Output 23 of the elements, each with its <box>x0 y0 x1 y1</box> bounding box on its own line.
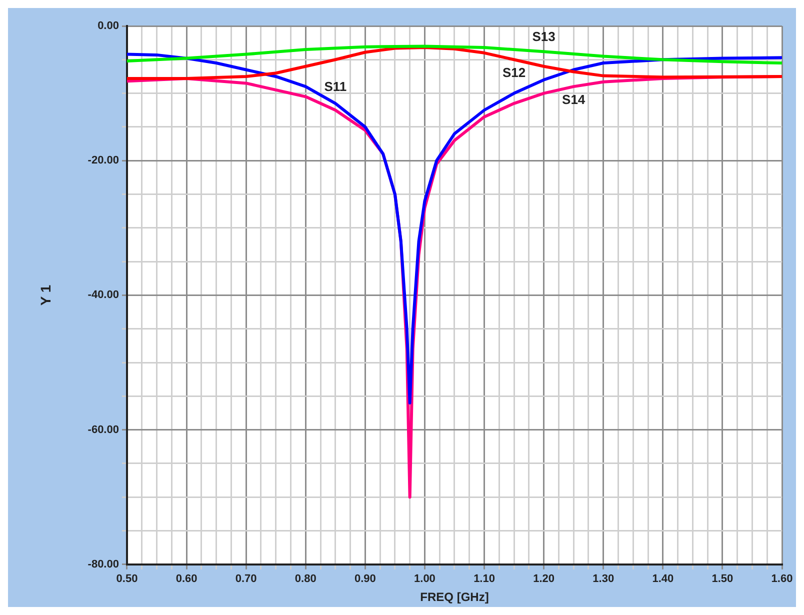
y-tick-label: -60.00 <box>88 424 119 436</box>
y-tick-label: -80.00 <box>88 558 119 570</box>
y-tick-label: -40.00 <box>88 289 119 302</box>
series-label: S14 <box>562 92 586 108</box>
y-tick-label: -20.00 <box>88 154 119 167</box>
x-tick-label: 0.50 <box>116 573 138 586</box>
x-tick-label: 1.40 <box>652 573 674 586</box>
series-label: S12 <box>502 65 526 80</box>
x-tick-label: 0.80 <box>294 573 316 586</box>
x-tick-label: 0.70 <box>235 573 257 586</box>
x-tick-label: 0.90 <box>354 573 376 586</box>
x-tick-label: 1.60 <box>771 573 793 586</box>
x-tick-label: 1.30 <box>592 573 614 586</box>
x-axis-title: FREQ [GHz] <box>420 590 489 604</box>
x-tick-label: 1.50 <box>712 573 734 586</box>
y-tick-label: 0.00 <box>98 20 119 32</box>
x-tick-label: 0.60 <box>176 573 198 586</box>
x-tick-label: 1.20 <box>533 573 555 586</box>
series-label: S11 <box>324 78 347 94</box>
series-label: S13 <box>532 29 556 44</box>
x-tick-label: 1.10 <box>474 573 495 586</box>
y-axis-title: Y 1 <box>37 284 54 306</box>
x-tick-label: 1.00 <box>414 573 436 586</box>
